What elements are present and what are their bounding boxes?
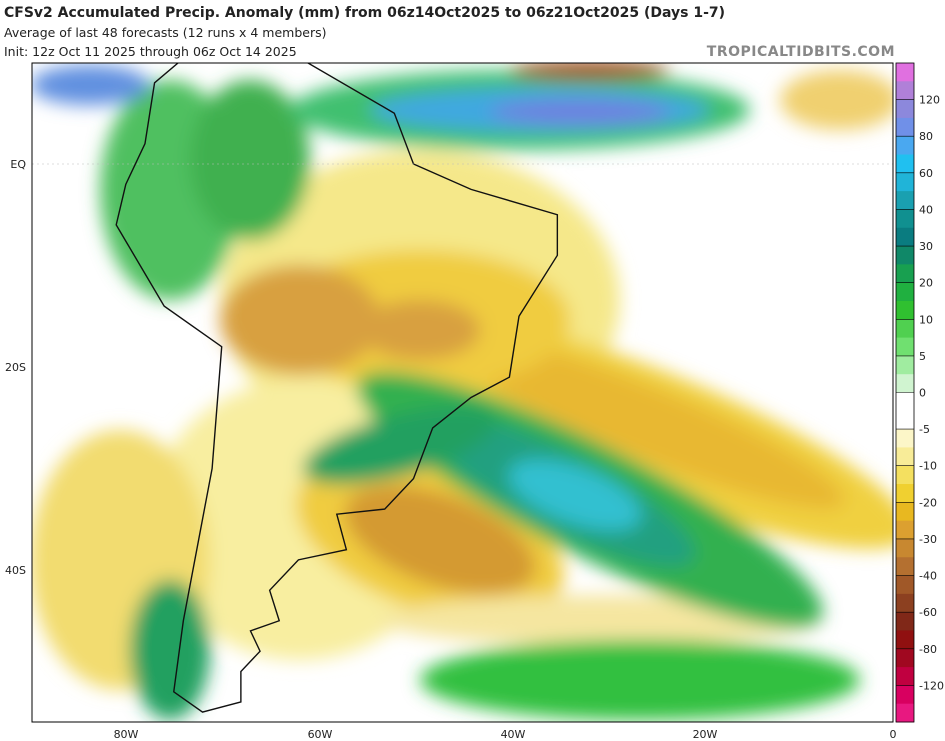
map xyxy=(32,63,893,722)
colorbar-label: -60 xyxy=(919,606,937,619)
colorbar-label: 10 xyxy=(919,313,933,326)
colorbar-swatch xyxy=(896,612,914,631)
subtitle: Average of last 48 forecasts (12 runs x … xyxy=(4,25,326,40)
colorbar-swatch xyxy=(896,63,914,82)
colorbar-swatch xyxy=(896,667,914,686)
colorbar-label: -120 xyxy=(919,679,944,692)
colorbar-swatch xyxy=(896,246,914,265)
axes: EQ 20S 40S 80W 60W 40W 20W 0 xyxy=(5,158,896,741)
colorbar-label: 20 xyxy=(919,277,933,290)
colorbar-label: 30 xyxy=(919,240,933,253)
colorbar-label: 120 xyxy=(919,94,940,107)
lon-label: 80W xyxy=(114,728,139,741)
colorbar-swatch xyxy=(896,374,914,393)
colorbar-swatch xyxy=(896,300,914,320)
colorbar-swatch xyxy=(896,282,914,302)
lon-label: 60W xyxy=(308,728,333,741)
colorbar-swatch xyxy=(896,136,914,156)
colorbar-label: 80 xyxy=(919,130,933,143)
colorbar-swatch xyxy=(896,575,914,595)
lat-label: 20S xyxy=(5,361,26,374)
colorbar-label: -80 xyxy=(919,643,937,656)
colorbar-label: 40 xyxy=(919,203,933,216)
colorbar-swatch xyxy=(896,465,914,485)
lon-label: 0 xyxy=(890,728,897,741)
colorbar-label: 5 xyxy=(919,350,926,363)
colorbar-swatch xyxy=(896,355,914,375)
colorbar-swatch xyxy=(896,703,914,723)
colorbar-swatch xyxy=(896,337,914,357)
colorbar-label: -5 xyxy=(919,423,930,436)
colorbar-swatch xyxy=(896,392,914,412)
colorbar-swatch xyxy=(896,209,914,229)
colorbar-swatch xyxy=(896,593,914,613)
colorbar-swatch xyxy=(896,99,914,119)
colorbar-swatch xyxy=(896,520,914,540)
colorbar-label: 60 xyxy=(919,167,933,180)
colorbar-swatch xyxy=(896,264,914,284)
colorbar-swatch xyxy=(896,172,914,192)
colorbar-label: 0 xyxy=(919,387,926,400)
lon-label: 20W xyxy=(693,728,718,741)
colorbar-swatch xyxy=(896,557,914,577)
colorbar-label: -20 xyxy=(919,496,937,509)
colorbar-label: -30 xyxy=(919,533,937,546)
colorbar-swatch xyxy=(896,685,914,705)
lat-label: EQ xyxy=(10,158,26,171)
colorbar-swatch xyxy=(896,227,914,247)
colorbar-swatch xyxy=(896,630,914,650)
colorbar-swatch xyxy=(896,648,914,668)
colorbar-swatch xyxy=(896,447,914,467)
lon-label: 40W xyxy=(501,728,526,741)
colorbar-swatch xyxy=(896,319,914,339)
colorbar-swatch xyxy=(896,538,914,558)
colorbar-label: -40 xyxy=(919,570,937,583)
colorbar-swatch xyxy=(896,154,914,174)
colorbar-swatch xyxy=(896,429,914,448)
colorbar-swatch xyxy=(896,484,914,503)
colorbar: 120 80 60 40 30 20 10 5 0 -5 -10 -20 -30 -40 -60 -80 -12… xyxy=(895,62,944,723)
title: CFSv2 Accumulated Precip. Anomaly (mm) f… xyxy=(4,5,725,21)
init-text: Init: 12z Oct 11 2025 through 06z Oct 14… xyxy=(4,44,297,59)
colorbar-swatch xyxy=(896,81,914,101)
colorbar-label: -10 xyxy=(919,460,937,473)
colorbar-swatch xyxy=(896,502,914,522)
lat-label: 40S xyxy=(5,564,26,577)
watermark: TROPICALTIDBITS.COM xyxy=(707,44,895,60)
colorbar-swatch xyxy=(896,117,914,137)
colorbar-swatch xyxy=(896,191,914,210)
colorbar-swatch xyxy=(896,410,914,430)
